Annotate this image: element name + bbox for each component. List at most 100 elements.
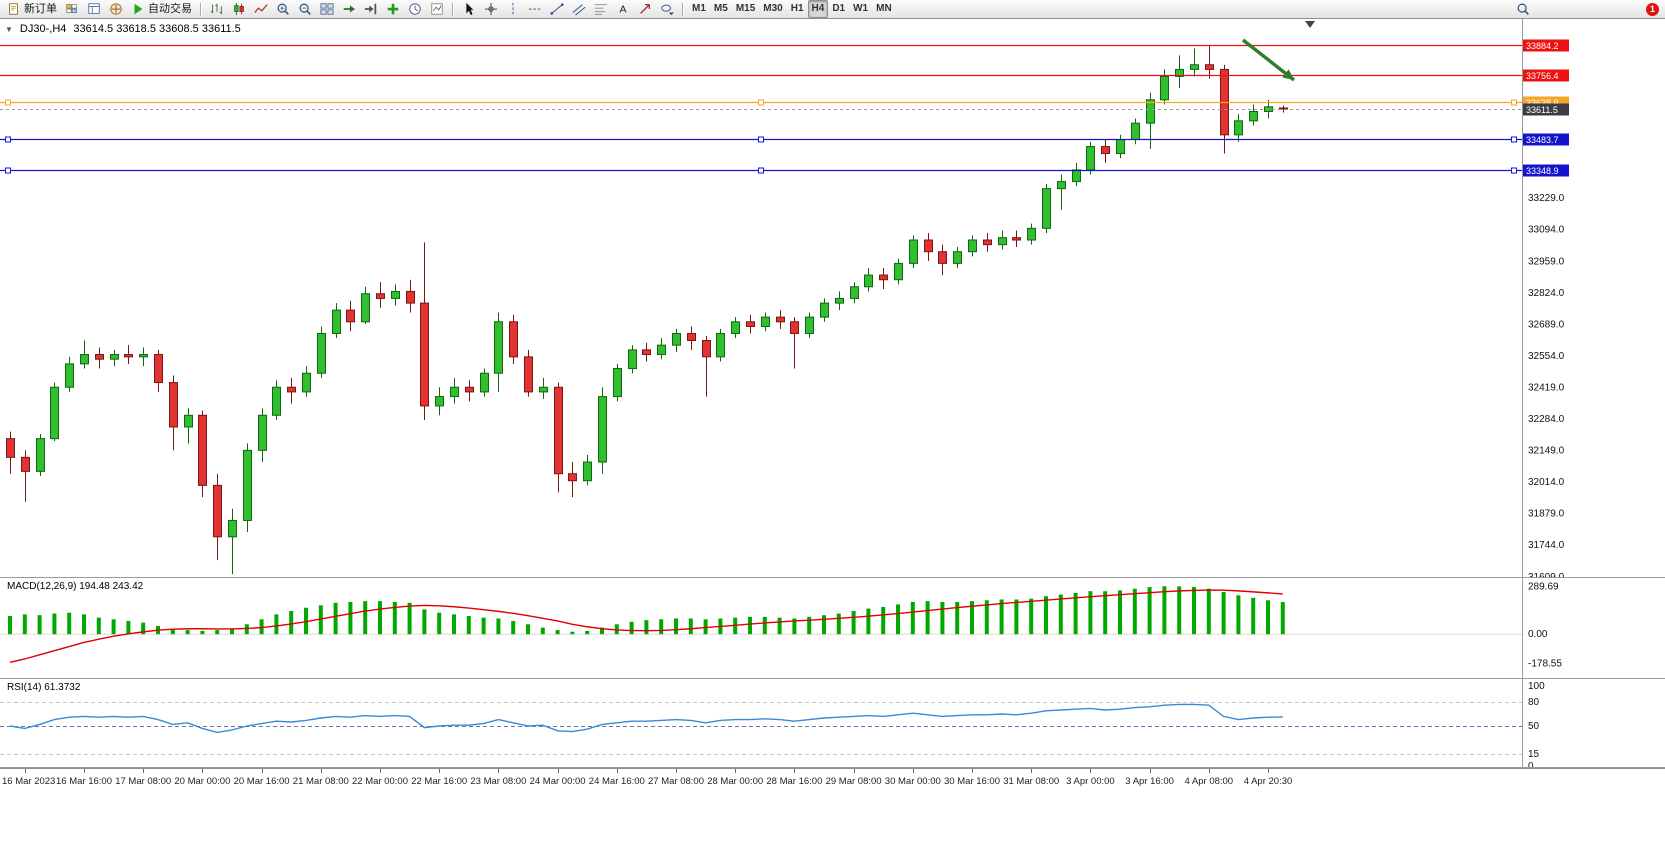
candle-body	[1249, 110, 1258, 122]
tf-mn-button[interactable]: MN	[872, 0, 896, 18]
chart-candles-button[interactable]	[228, 0, 250, 18]
macd-histogram-bar	[244, 624, 249, 635]
macd-histogram-bar	[1266, 600, 1270, 635]
time-axis-label: 20 Mar 00:00	[174, 776, 231, 787]
zoom-out-button[interactable]	[294, 0, 316, 18]
tile-windows-button[interactable]	[316, 0, 338, 18]
candle-body	[36, 438, 45, 472]
time-axis-label: 30 Mar 16:00	[944, 776, 1000, 787]
cursor-button[interactable]	[458, 0, 480, 18]
zoom-in-button[interactable]	[272, 0, 294, 18]
chart-shift-marker[interactable]	[1305, 21, 1315, 28]
notification-badge[interactable]: 1	[1646, 3, 1659, 16]
rsi-axis-label: 100	[1528, 681, 1545, 692]
candle-body	[1234, 120, 1243, 136]
tf-mn-label: MN	[876, 3, 892, 14]
macd-histogram-bar	[896, 604, 900, 635]
tf-m30-button[interactable]: M30	[759, 0, 786, 18]
candle-body	[376, 293, 385, 299]
data-window-button[interactable]	[83, 0, 105, 18]
line-handle[interactable]	[1511, 99, 1517, 106]
candle-body	[583, 461, 592, 482]
text-label-button[interactable]	[612, 0, 634, 18]
time-axis[interactable]: 16 Mar 2023 16 Mar 16:00 17 Mar 08:00 20 Ma…	[0, 768, 1665, 795]
macd-histogram-bar	[378, 601, 382, 635]
chart-shift-button[interactable]	[360, 0, 382, 18]
vertical-line-button[interactable]	[502, 0, 524, 18]
templates-button[interactable]	[426, 0, 448, 18]
candle-body	[480, 372, 489, 393]
line-handle[interactable]	[5, 99, 11, 106]
crosshair-icon	[484, 2, 498, 16]
arrows-tool-button[interactable]	[634, 0, 656, 18]
rsi-panel[interactable]: 100 80 50 150	[0, 678, 1665, 768]
fibonacci-retracement-button[interactable]	[590, 0, 612, 18]
macd-histogram-bar	[1118, 590, 1122, 635]
price-chart[interactable]: 33229.0 33094.0 32959.0 32824.0 32689.0 32554…	[0, 18, 1665, 577]
equidistant-channel-button[interactable]	[568, 0, 590, 18]
line-handle[interactable]	[5, 136, 11, 143]
tf-m5-button[interactable]: M5	[710, 0, 732, 18]
candle-body	[746, 321, 755, 327]
tf-w1-button[interactable]: W1	[849, 0, 872, 18]
chart-bars-button[interactable]	[206, 0, 228, 18]
zoom-out-icon	[298, 2, 312, 16]
macd-indicator-label: MACD(12,26,9) 194.48 243.42	[7, 581, 144, 592]
trendline-button[interactable]	[546, 0, 568, 18]
time-axis-label: 28 Mar 00:00	[707, 776, 764, 787]
market-watch-button[interactable]	[61, 0, 83, 18]
macd-histogram-bar	[822, 615, 826, 635]
auto-scroll-button[interactable]	[338, 0, 360, 18]
tf-d1-button[interactable]: D1	[828, 0, 849, 18]
candle-body	[1086, 146, 1095, 171]
candle-body	[1042, 188, 1051, 229]
time-axis-tick	[498, 769, 500, 773]
toolbar: 新订单 自动交易 M1 M5 M15 M30 H1 H4 D1 W1 MN 1	[0, 0, 1665, 19]
candle-body	[850, 286, 859, 299]
candle-body	[346, 309, 355, 323]
shapes-button[interactable]	[656, 0, 678, 18]
macd-histogram-bar	[318, 605, 323, 635]
time-periods-button[interactable]	[404, 0, 426, 18]
tf-h1-button[interactable]: H1	[787, 0, 808, 18]
price-tag-label: 33483.7	[1526, 135, 1559, 145]
candle-body	[864, 274, 873, 288]
macd-panel[interactable]: 289.69 0.00 -178.55	[0, 577, 1665, 678]
horizontal-line-button[interactable]	[524, 0, 546, 18]
crosshair-button[interactable]	[480, 0, 502, 18]
tf-m15-button[interactable]: M15	[732, 0, 759, 18]
price-tag	[1523, 69, 1569, 82]
tf-m30-label: M30	[763, 3, 783, 14]
line-handle[interactable]	[1511, 167, 1517, 174]
line-handle[interactable]	[758, 99, 764, 106]
vertical-line-icon	[506, 2, 520, 16]
macd-histogram-bar	[67, 612, 72, 635]
line-handle[interactable]	[758, 136, 764, 143]
candle-body	[805, 316, 814, 334]
time-axis-label: 4 Apr 20:30	[1243, 776, 1293, 787]
navigator-button[interactable]	[105, 0, 127, 18]
candle-body	[924, 239, 933, 253]
line-handle[interactable]	[758, 167, 764, 174]
macd-histogram-bar	[511, 620, 516, 635]
tf-h4-label: H4	[811, 3, 825, 14]
chart-line-button[interactable]	[250, 0, 272, 18]
macd-histogram-bar	[570, 631, 575, 635]
one-click-trading-toggle[interactable]: ▼	[5, 24, 13, 34]
line-handle[interactable]	[1511, 136, 1517, 143]
tf-m5-label: M5	[713, 3, 728, 14]
line-handle[interactable]	[5, 167, 11, 174]
search-icon[interactable]	[1516, 2, 1530, 16]
tf-m1-button[interactable]: M1	[688, 0, 710, 18]
macd-histogram-bar	[807, 616, 812, 635]
auto-trading-button[interactable]: 自动交易	[127, 0, 196, 18]
macd-axis-label: 289.69	[1528, 581, 1559, 592]
tf-h4-button[interactable]: H4	[807, 0, 829, 18]
time-axis-tick	[616, 769, 618, 773]
macd-histogram-bar	[200, 630, 205, 635]
candle-body	[998, 237, 1007, 246]
candle-body	[894, 262, 903, 281]
new-order-button[interactable]: 新订单	[3, 0, 61, 18]
fibonacci-retracement-icon	[594, 2, 608, 16]
indicators-list-button[interactable]	[382, 0, 404, 18]
